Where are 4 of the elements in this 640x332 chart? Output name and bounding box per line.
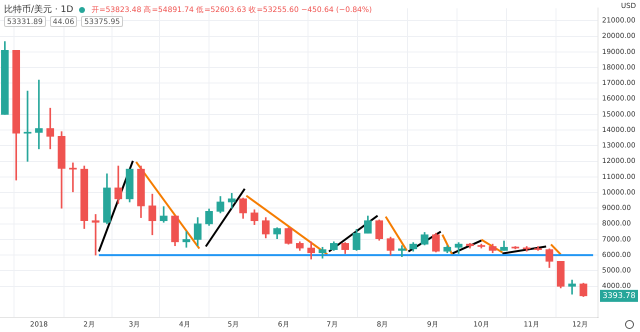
candlestick — [512, 246, 520, 250]
candlestick — [477, 244, 486, 248]
annotation: 3393.78 — [602, 290, 636, 300]
chart-title: 比特币/美元 · 1D — [4, 4, 74, 16]
